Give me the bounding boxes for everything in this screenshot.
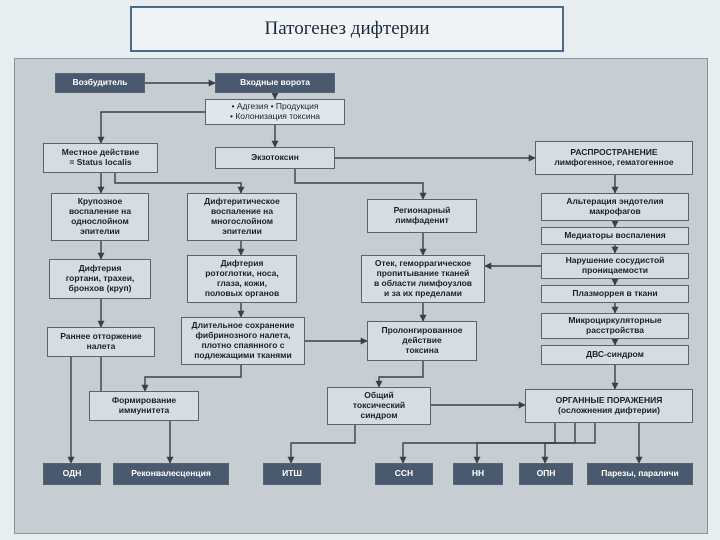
flowchart-edge — [145, 365, 241, 391]
flowchart-node-n23: Общийтоксическийсиндром — [327, 387, 431, 425]
flowchart-node-n27: ИТШ — [263, 463, 321, 485]
flowchart-node-n24: ОРГАННЫЕ ПОРАЖЕНИЯ(осложнения дифтерии) — [525, 389, 693, 423]
flowchart-node-n12: Дифтериягортани, трахеи,бронхов (круп) — [49, 259, 151, 299]
flowchart-node-n5: Экзотоксин — [215, 147, 335, 169]
flowchart-node-n8: Дифтеритическоевоспаление намногослойном… — [187, 193, 297, 241]
flowchart-edge — [291, 425, 355, 463]
flowchart-node-n21: ДВС-синдром — [541, 345, 689, 365]
flowchart-node-n29: НН — [453, 463, 503, 485]
flowchart-canvas: Возбудитель Входные ворота • Адгезия • Про… — [14, 58, 708, 534]
flowchart-node-n7: Крупозноевоспаление наоднослойномэпители… — [51, 193, 149, 241]
flowchart-edge — [295, 169, 423, 199]
flowchart-node-n19: Пролонгированноедействиетоксина — [367, 321, 477, 361]
flowchart-edge — [403, 423, 555, 463]
flowchart-node-n3: • Адгезия • Продукция• Колонизация токси… — [205, 99, 345, 125]
page-title: Патогенез дифтерии — [130, 6, 564, 52]
flowchart-node-n13: Дифтерияротоглотки, носа,глаза, кожи,пол… — [187, 255, 297, 303]
flowchart-node-n15: Нарушение сосудистойпроницаемости — [541, 253, 689, 279]
flowchart-node-n4: Местное действие= Status localis — [43, 143, 158, 173]
flowchart-node-n22: Формированиеиммунитета — [89, 391, 199, 421]
flowchart-edge — [379, 361, 423, 387]
flowchart-node-n31: Парезы, параличи — [587, 463, 693, 485]
flowchart-node-n6: РАСПРОСТРАНЕНИЕлимфогенное, гематогенное — [535, 141, 693, 175]
flowchart-edge — [115, 173, 241, 193]
flowchart-node-n14: Отек, геморрагическоепропитывание тканей… — [361, 255, 485, 303]
flowchart-edge — [545, 423, 595, 463]
flowchart-node-n16: Плазморрея в ткани — [541, 285, 689, 303]
flowchart-node-n2: Входные ворота — [215, 73, 335, 93]
flowchart-node-n30: ОПН — [519, 463, 573, 485]
flowchart-node-n9: Регионарныйлимфаденит — [367, 199, 477, 233]
flowchart-node-n11: Медиаторы воспаления — [541, 227, 689, 245]
flowchart-edge — [101, 112, 205, 143]
flowchart-node-n17: Раннее отторжениеналета — [47, 327, 155, 357]
flowchart-node-n18: Длительное сохранениефибринозного налета… — [181, 317, 305, 365]
flowchart-node-n25: ОДН — [43, 463, 101, 485]
flowchart-edge — [477, 423, 575, 463]
flowchart-node-n10: Альтерация эндотелиямакрофагов — [541, 193, 689, 221]
flowchart-node-n1: Возбудитель — [55, 73, 145, 93]
flowchart-node-n20: Микроциркуляторныерасстройства — [541, 313, 689, 339]
flowchart-node-n26: Реконвалесценция — [113, 463, 229, 485]
flowchart-node-n28: ССН — [375, 463, 433, 485]
